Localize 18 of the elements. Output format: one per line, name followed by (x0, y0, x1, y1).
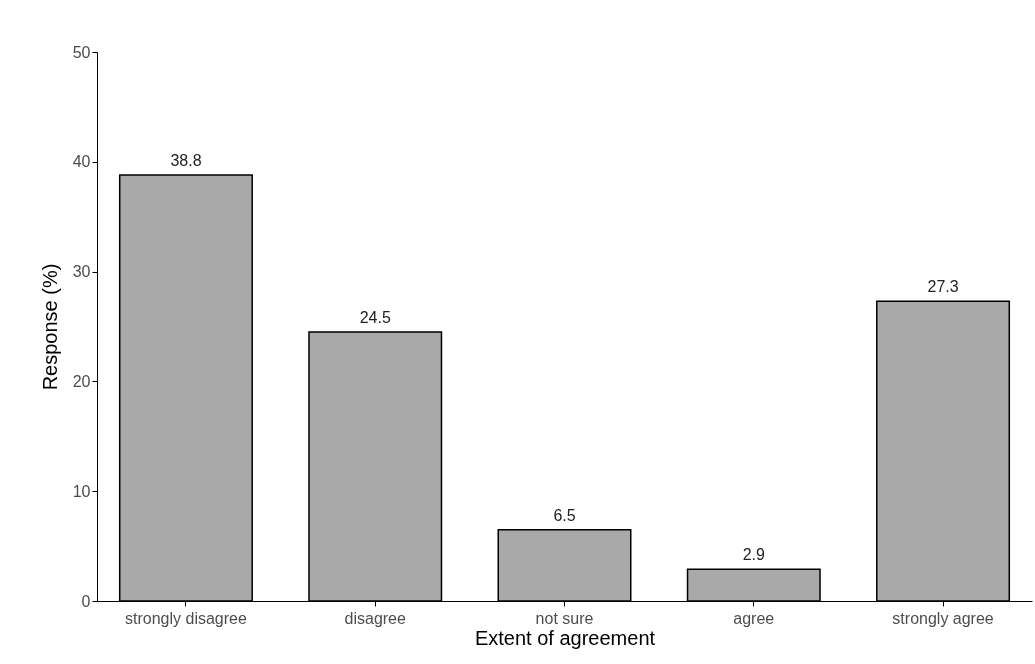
y-tick-label: 20 (72, 372, 91, 390)
y-tick-label: 10 (72, 482, 91, 500)
x-tick-label: agree (733, 609, 775, 627)
data-label: 38.8 (170, 151, 202, 169)
y-axis-title: Response (%) (38, 263, 61, 391)
x-tick-label: not sure (535, 609, 594, 627)
data-label: 24.5 (359, 308, 391, 326)
y-tick-label: 0 (81, 592, 91, 610)
x-tick-label: disagree (344, 609, 407, 627)
x-tick-label: strongly agree (892, 609, 994, 627)
data-label: 27.3 (927, 278, 959, 296)
data-label: 2.9 (742, 546, 765, 564)
data-label: 6.5 (553, 506, 576, 524)
x-axis-title: Extent of agreement (474, 626, 656, 649)
y-tick-label: 30 (72, 263, 91, 281)
y-tick-label: 40 (72, 153, 91, 171)
y-tick-label: 50 (72, 43, 91, 61)
x-tick-label: strongly disagree (125, 609, 247, 627)
